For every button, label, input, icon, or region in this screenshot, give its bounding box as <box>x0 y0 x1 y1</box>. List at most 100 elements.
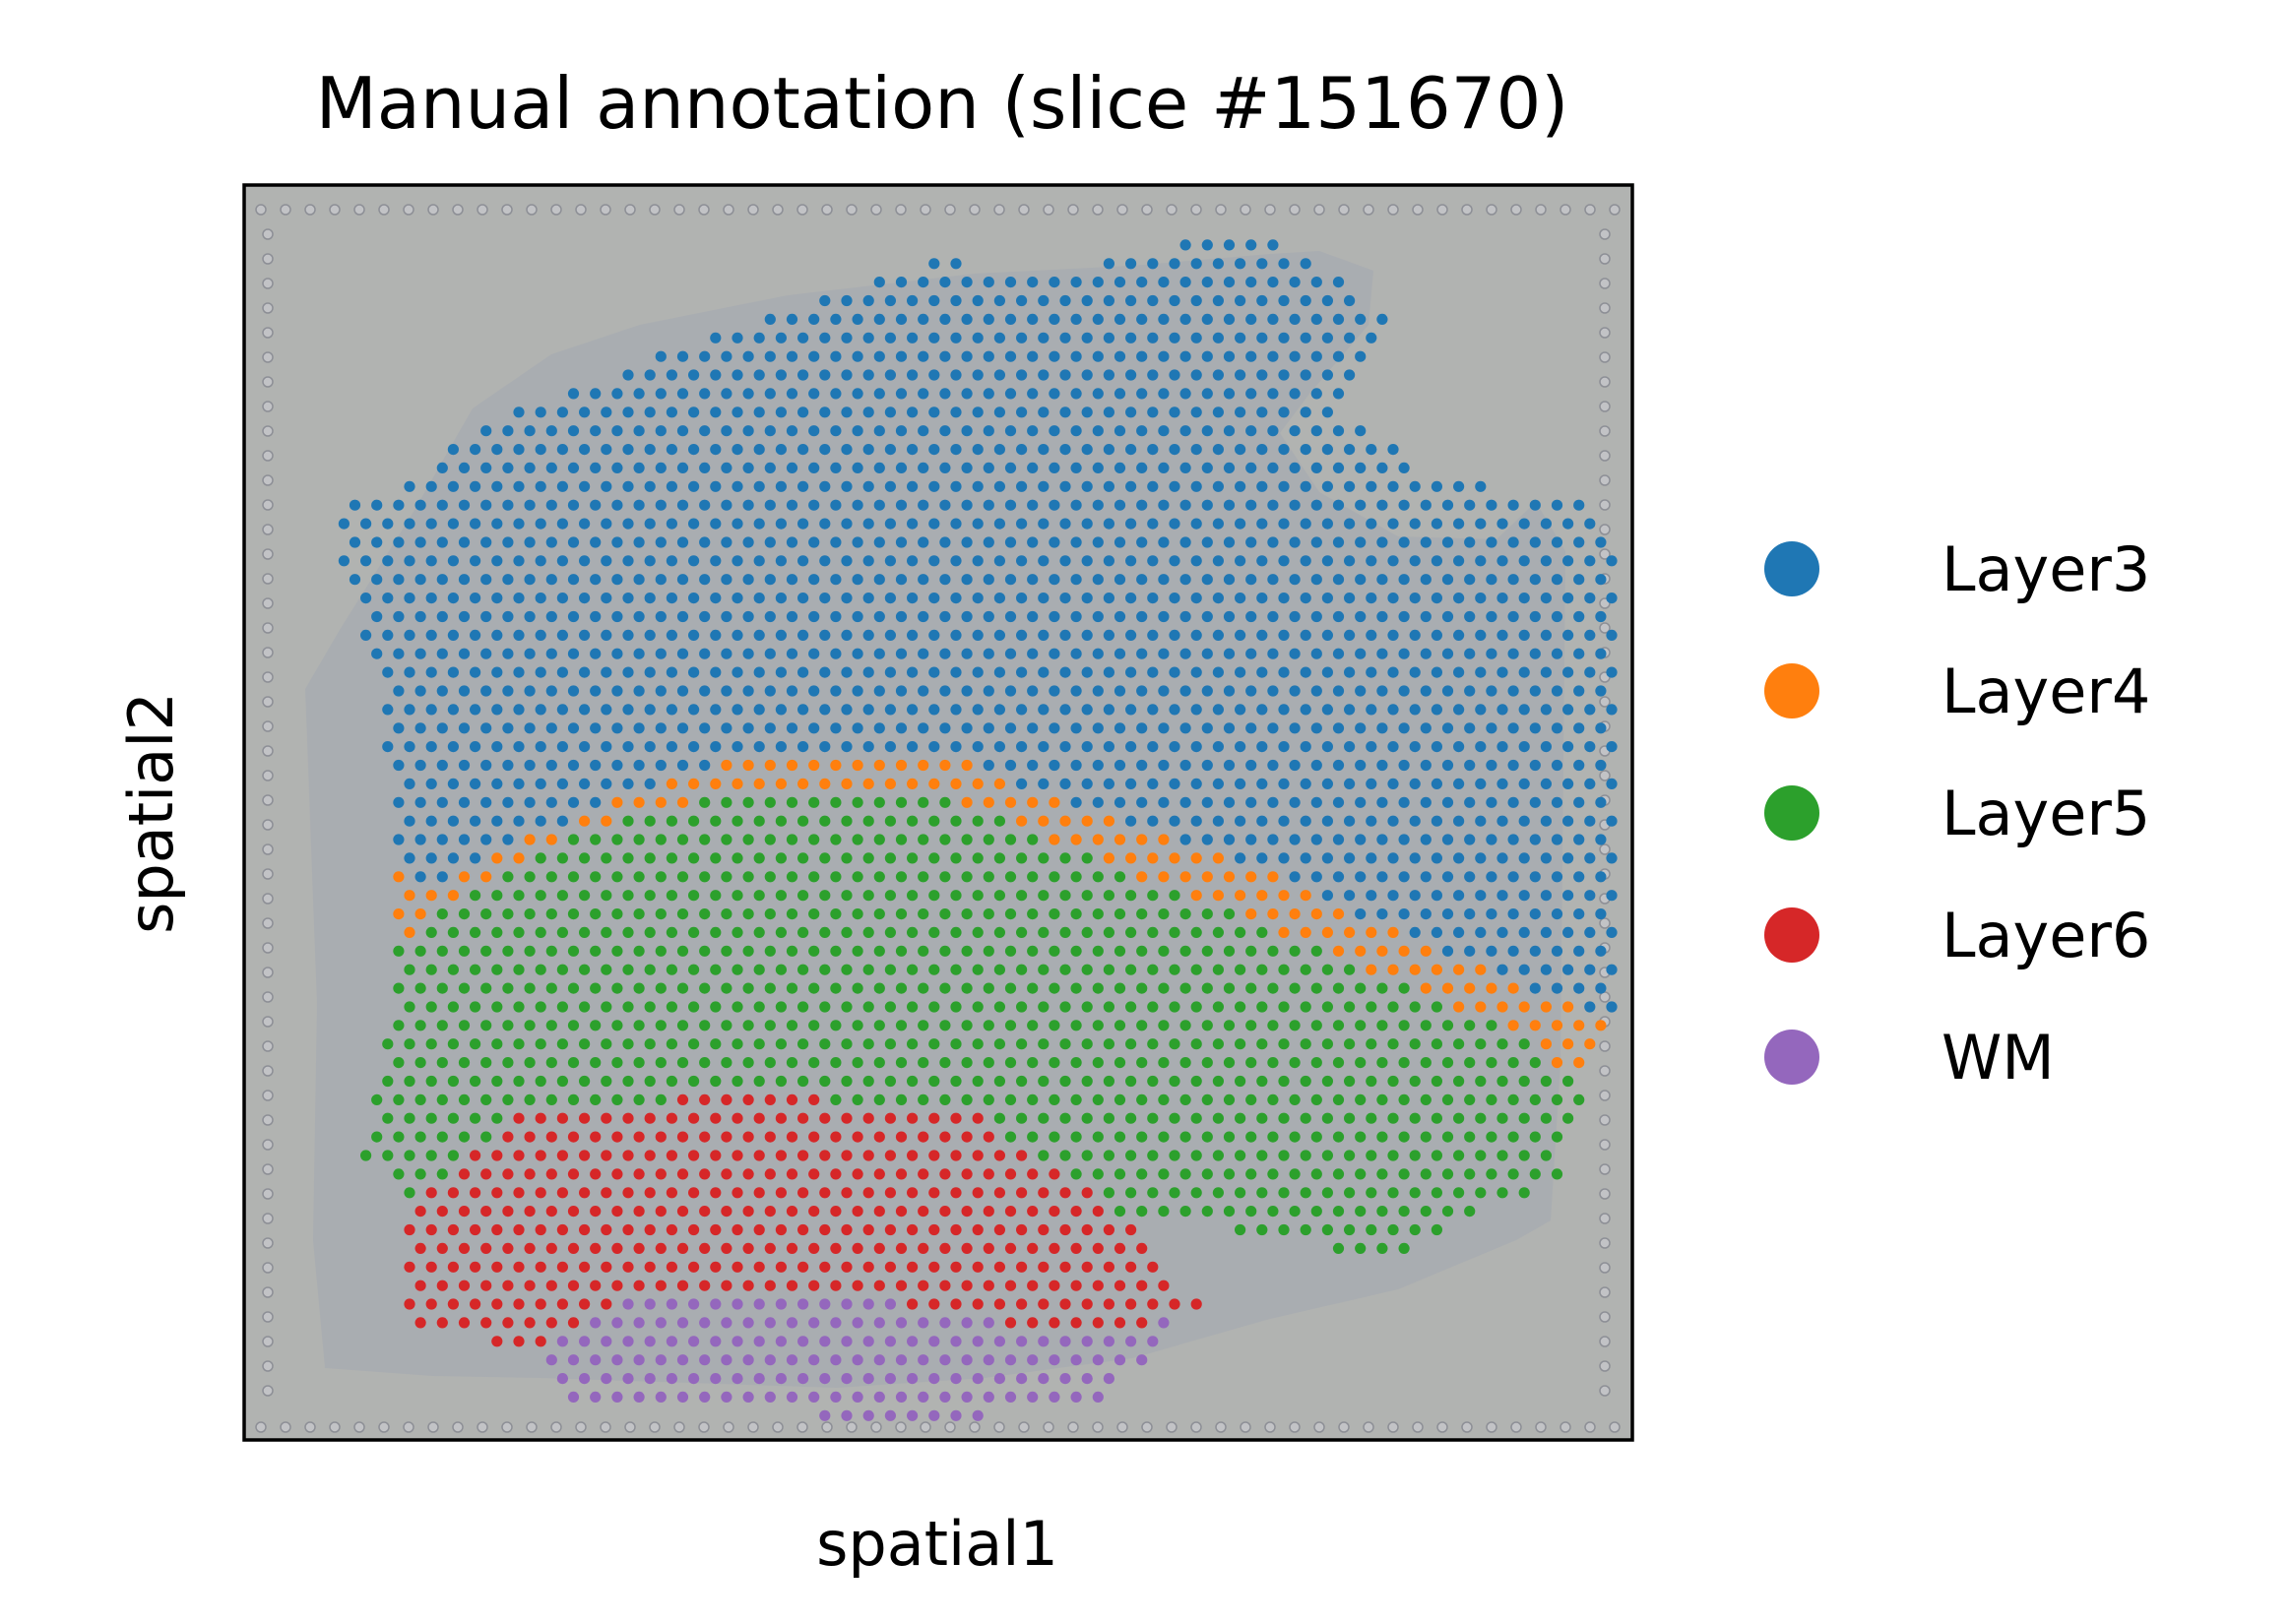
spot <box>1551 574 1563 586</box>
spot <box>1366 778 1377 790</box>
spot <box>1529 574 1541 586</box>
spot <box>414 908 426 920</box>
spot <box>1355 1057 1367 1069</box>
spot <box>1114 425 1126 437</box>
spot <box>1464 759 1476 772</box>
spot <box>873 313 885 325</box>
spot <box>1136 350 1148 362</box>
spot <box>1267 1206 1279 1218</box>
spot <box>1027 1168 1039 1180</box>
spot <box>1212 1112 1224 1124</box>
spot <box>1201 350 1213 362</box>
spot <box>414 1093 426 1105</box>
spot <box>1540 1150 1552 1161</box>
spot <box>1092 648 1104 659</box>
spot <box>666 1298 678 1310</box>
spot <box>601 1112 612 1124</box>
spot <box>918 982 929 994</box>
spot <box>841 1409 853 1421</box>
spot <box>1125 704 1137 716</box>
spot <box>961 1391 973 1403</box>
spot <box>1038 444 1050 456</box>
spot <box>644 369 656 381</box>
spot <box>983 574 994 586</box>
spot <box>1081 815 1093 827</box>
spot <box>862 332 874 344</box>
spot <box>1169 332 1180 344</box>
spot <box>918 685 929 697</box>
spot <box>841 926 853 939</box>
spot <box>699 1206 711 1218</box>
spot <box>1027 1280 1039 1291</box>
spot <box>961 871 973 883</box>
spot <box>1562 1001 1574 1013</box>
spot <box>1420 685 1432 697</box>
spot <box>1507 499 1519 511</box>
chart-title: Manual annotation (slice #151670) <box>316 62 1569 145</box>
spot <box>950 332 962 344</box>
spot <box>710 704 722 716</box>
spot <box>928 294 940 307</box>
spot <box>579 1112 591 1124</box>
spot <box>644 1187 656 1199</box>
spot <box>655 1131 667 1143</box>
spot <box>764 536 776 548</box>
spot <box>393 982 405 994</box>
spot <box>1059 1001 1071 1013</box>
spot <box>1376 871 1388 883</box>
spot <box>1289 1093 1301 1105</box>
spot <box>556 926 569 939</box>
spot <box>1496 1112 1508 1124</box>
spot <box>1606 555 1618 567</box>
fiducial-dot <box>1599 1385 1611 1397</box>
spot <box>556 1336 569 1347</box>
spot <box>1344 444 1356 456</box>
spot <box>1344 778 1356 790</box>
spot <box>786 1280 798 1291</box>
spot <box>1267 982 1279 994</box>
spot <box>556 1150 569 1161</box>
spot <box>775 518 788 530</box>
fiducial-dot <box>673 1421 685 1433</box>
spot <box>1595 685 1607 697</box>
spot <box>873 610 885 623</box>
spot <box>1125 1336 1137 1347</box>
spot <box>1310 536 1322 548</box>
spot <box>764 1391 776 1403</box>
spot <box>1114 574 1126 586</box>
spot <box>1289 982 1301 994</box>
spot <box>524 648 536 659</box>
spot <box>633 759 645 772</box>
spot <box>1606 593 1618 604</box>
spot <box>556 1187 569 1199</box>
fiducial-dot <box>993 204 1005 216</box>
spot <box>1267 313 1279 325</box>
spot <box>950 629 962 642</box>
spot <box>1212 555 1224 567</box>
spot <box>502 1057 514 1069</box>
spot <box>1344 1187 1356 1199</box>
spot <box>1496 778 1508 790</box>
spot <box>797 1001 809 1013</box>
spot <box>797 1075 809 1088</box>
spot <box>1049 1131 1060 1143</box>
spot <box>862 406 874 418</box>
spot <box>590 425 602 437</box>
spot <box>1278 1075 1290 1088</box>
spot <box>1289 796 1301 808</box>
spot <box>972 1336 984 1347</box>
spot <box>939 722 951 734</box>
spot <box>928 1187 940 1199</box>
spot <box>721 574 732 586</box>
spot <box>928 778 940 790</box>
spot <box>1201 908 1213 920</box>
spot <box>1114 722 1126 734</box>
spot <box>513 1336 525 1347</box>
fiducial-dot <box>575 1421 587 1433</box>
spot <box>873 1317 885 1329</box>
spot <box>425 593 437 604</box>
spot <box>983 871 994 883</box>
spot <box>414 610 426 623</box>
spot <box>972 741 984 753</box>
spot <box>961 908 973 920</box>
